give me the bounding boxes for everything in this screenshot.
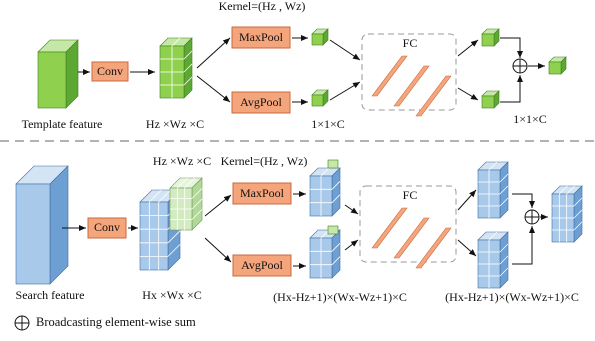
- arrow: [458, 190, 476, 210]
- input-label: Template feature: [22, 117, 103, 131]
- legend-label: Broadcasting element-wise sum: [36, 315, 196, 329]
- maxpool-label: MaxPool: [239, 30, 284, 44]
- arrow: [205, 195, 231, 216]
- search-conv-output-front: [140, 202, 168, 270]
- arrow: [345, 205, 358, 214]
- template-feature-side: [66, 40, 78, 108]
- fc-label: FC: [403, 188, 418, 202]
- avgpool-label: AvgPool: [241, 258, 283, 272]
- output-label: (Hx-Hz+1)×(Wx-Wz+1)×C: [445, 290, 579, 304]
- arrow: [458, 240, 476, 256]
- maxpool-output-side: [332, 168, 340, 216]
- avgpool-output-side: [332, 230, 340, 278]
- search-feature-front: [16, 184, 50, 284]
- template-output-front: [549, 62, 561, 74]
- fc-output-front: [482, 34, 494, 46]
- kernel-slice: [328, 160, 338, 168]
- kernel-slice: [328, 226, 338, 234]
- kernel-label: Kernel=(Hz , Wz): [221, 154, 308, 168]
- kernel-size-label: Hz ×Wz ×C: [153, 154, 211, 168]
- fc-bar: [394, 66, 429, 106]
- arrow: [330, 40, 360, 60]
- fc-bar: [394, 218, 429, 258]
- conv-output-label: Hx ×Wx ×C: [142, 288, 202, 302]
- conv-output-label: Hz ×Wz ×C: [146, 117, 204, 131]
- fc-bar: [372, 56, 407, 96]
- arrow: [330, 82, 360, 100]
- pool-output-label: (Hx-Hz+1)×(Wx-Wz+1)×C: [273, 290, 407, 304]
- avgpool-output-front: [312, 95, 323, 106]
- arrow: [500, 75, 520, 102]
- fc-bar: [372, 208, 407, 248]
- search-feature-side: [50, 166, 68, 284]
- output-label: 1×1×C: [513, 112, 547, 126]
- template-feature-front: [38, 52, 66, 108]
- arrow: [500, 38, 520, 58]
- fc-output-front: [482, 96, 494, 108]
- maxpool-label: MaxPool: [240, 186, 285, 200]
- diagram: Kernel=(Hz , Wz) Conv MaxPool AvgPool FC…: [0, 0, 595, 341]
- arrow: [345, 240, 358, 250]
- conv-label: Conv: [94, 220, 120, 234]
- input-label: Search feature: [16, 288, 85, 302]
- maxpool-output-front: [312, 34, 323, 45]
- pool-output-label: 1×1×C: [311, 117, 345, 131]
- arrow: [197, 38, 230, 68]
- arrow: [205, 238, 231, 262]
- arrow: [512, 194, 532, 208]
- fc-label: FC: [403, 36, 418, 50]
- arrow: [512, 226, 532, 264]
- conv-label: Conv: [97, 64, 123, 78]
- kernel-label: Kernel=(Hz , Wz): [219, 0, 306, 13]
- arrow: [458, 40, 478, 56]
- avgpool-label: AvgPool: [240, 95, 282, 109]
- arrow: [197, 76, 230, 102]
- arrow: [458, 88, 478, 100]
